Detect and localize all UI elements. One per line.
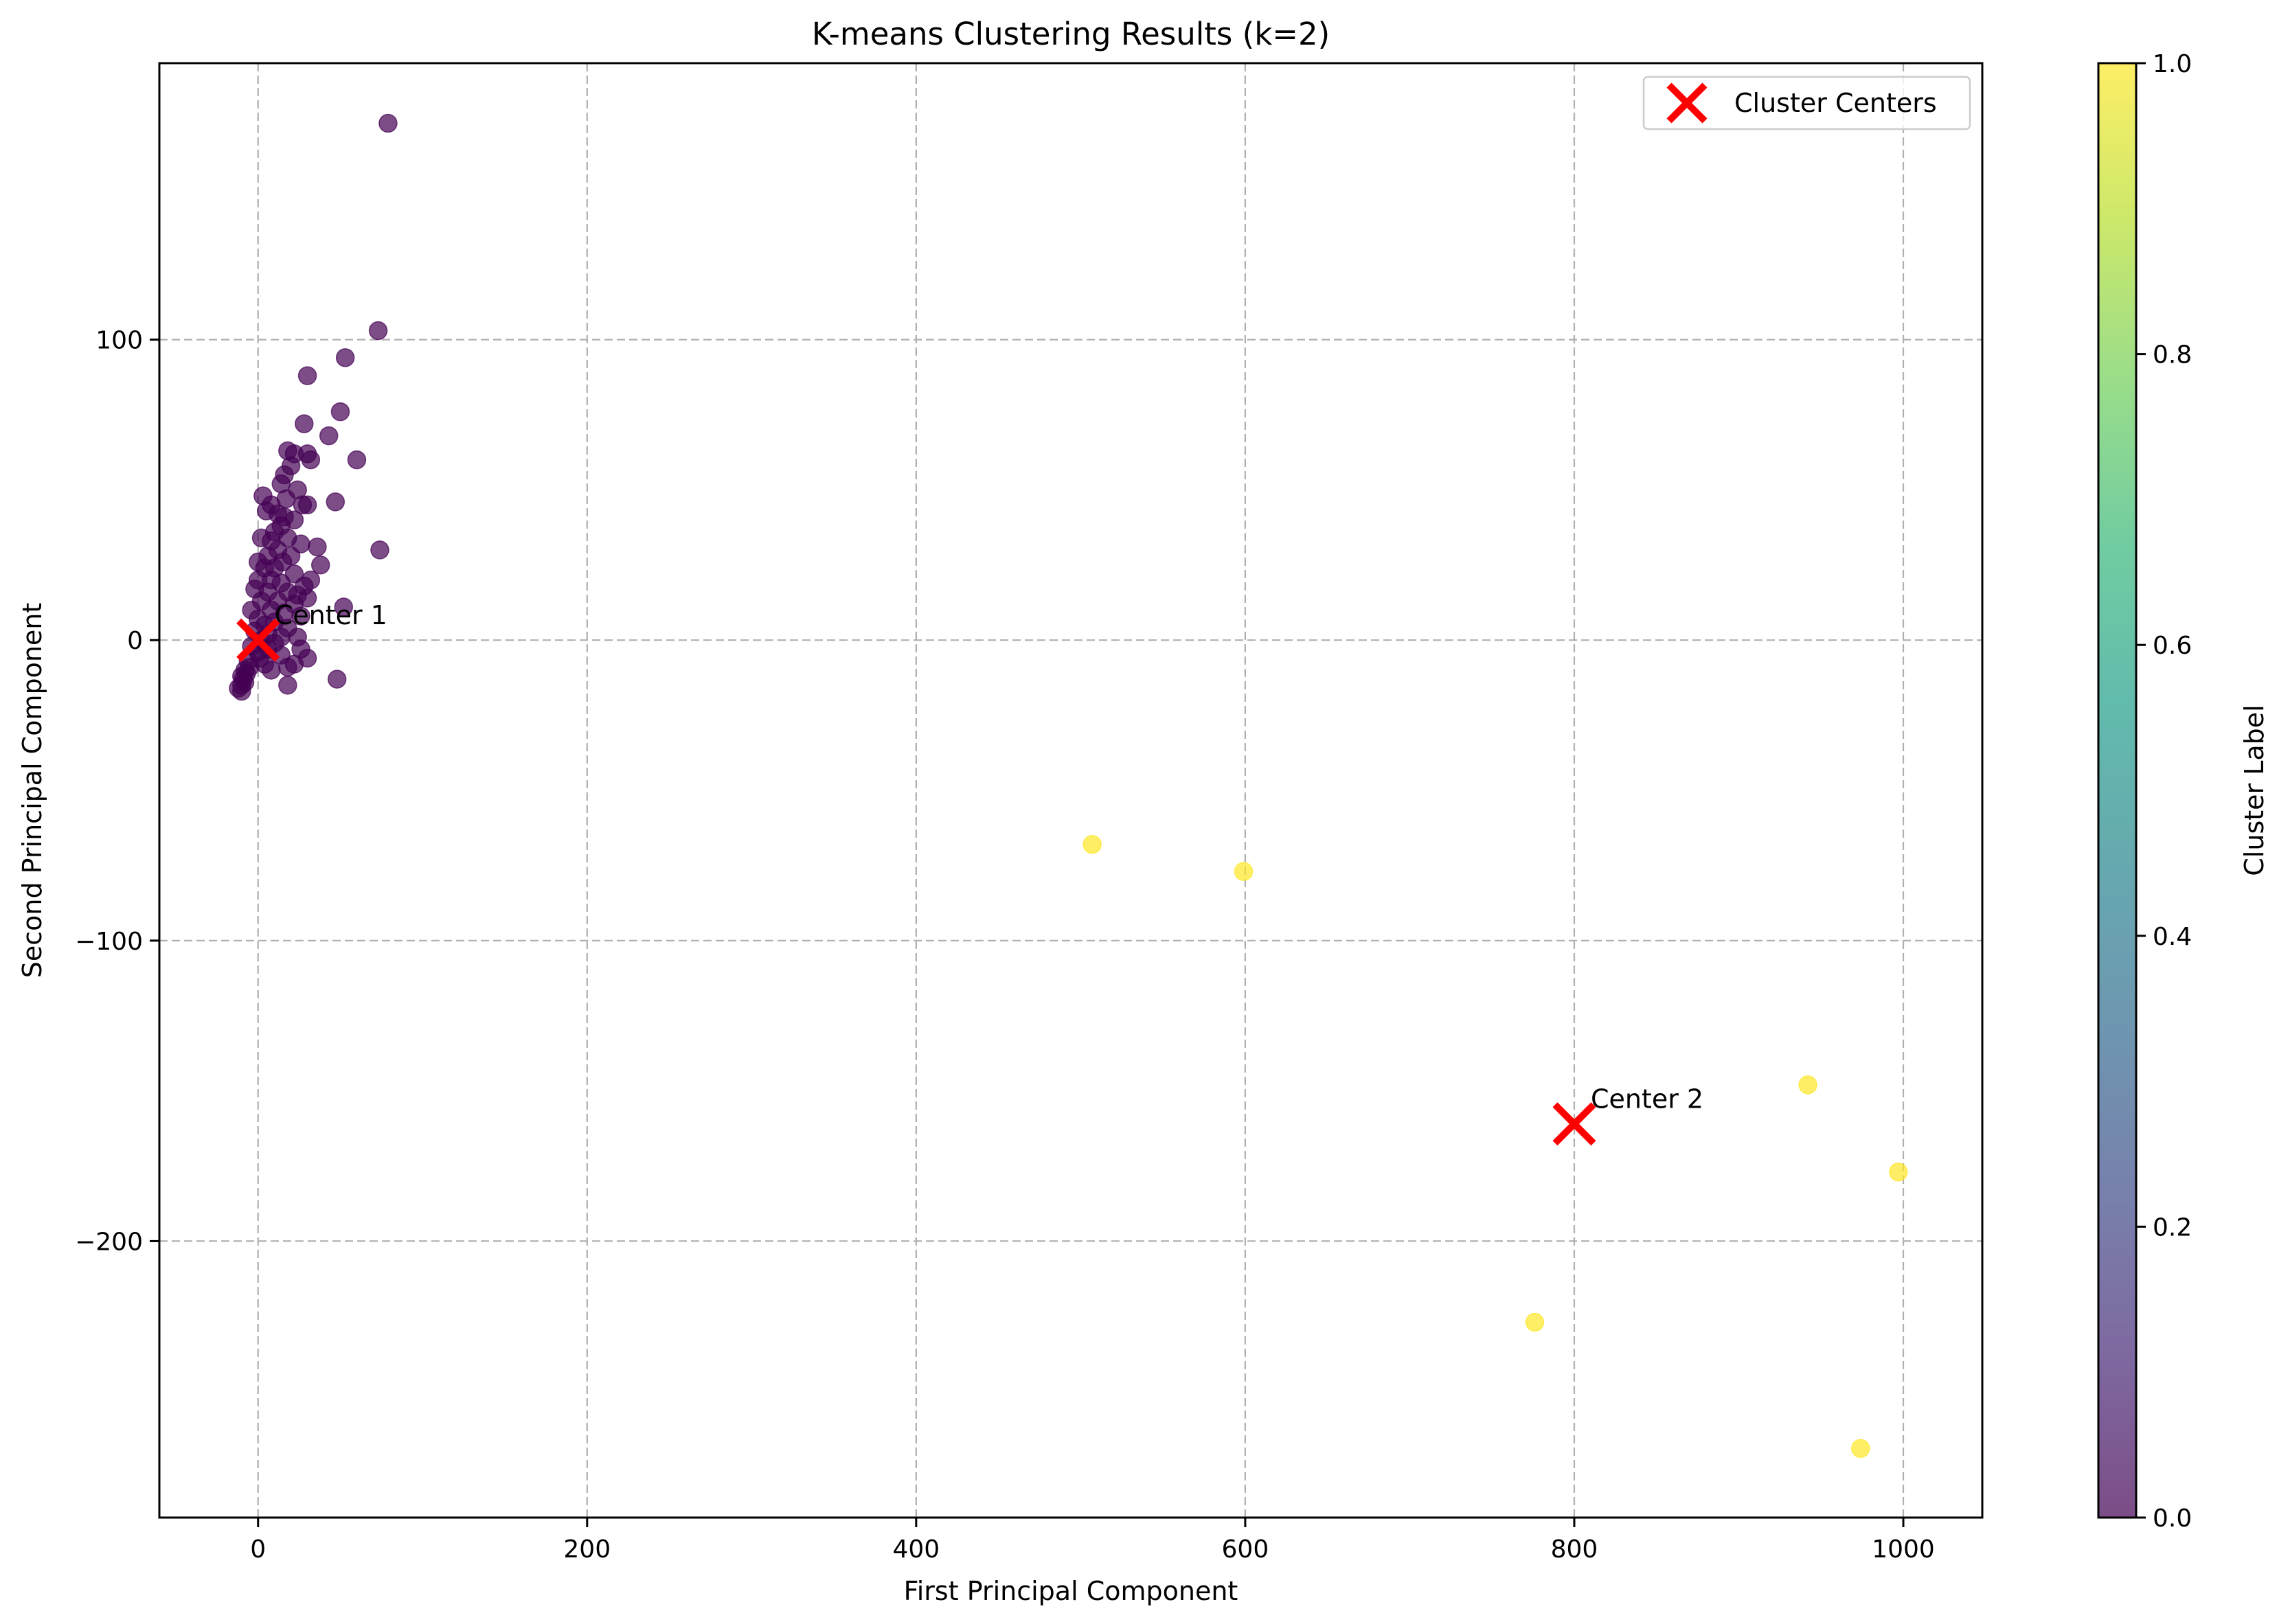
legend-box bbox=[1642, 76, 1971, 130]
cluster-0-point bbox=[278, 657, 297, 677]
colorbar-label: Cluster Label bbox=[2239, 705, 2269, 876]
colorbar-tick-label: 0.2 bbox=[2153, 1213, 2192, 1242]
plot-frame bbox=[158, 62, 1984, 1519]
cluster-0-point bbox=[278, 676, 297, 695]
center-x-stroke bbox=[236, 618, 280, 662]
center-annotation: Center 2 bbox=[1591, 1084, 1703, 1114]
cluster-0-point bbox=[347, 450, 367, 470]
cluster-center-marker bbox=[1552, 1102, 1596, 1146]
cluster-1-point bbox=[1798, 1075, 1817, 1095]
cluster-0-point bbox=[291, 606, 310, 626]
cluster-0-point bbox=[297, 366, 317, 385]
legend-x-stroke bbox=[1666, 82, 1708, 124]
cluster-1-point bbox=[1525, 1312, 1545, 1332]
legend: Cluster Centers bbox=[1642, 76, 1971, 130]
x-tick-label: 200 bbox=[563, 1535, 611, 1564]
cluster-0-point bbox=[319, 426, 339, 446]
x-tick-label: 600 bbox=[1222, 1535, 1269, 1564]
y-axis-label: Second Principal Component bbox=[17, 603, 47, 979]
cluster-1-point bbox=[1889, 1163, 1908, 1182]
cluster-0-point bbox=[301, 450, 321, 470]
cluster-0-point bbox=[295, 414, 314, 433]
x-tick-label: 0 bbox=[250, 1535, 266, 1564]
cluster-0-point bbox=[335, 348, 355, 367]
cluster-0-point bbox=[326, 492, 345, 512]
colorbar-tick-label: 1.0 bbox=[2153, 50, 2192, 78]
cluster-0-point bbox=[378, 113, 398, 133]
colorbar-ticks: 0.0 0.2 0.4 0.6 0.8 1.0 bbox=[2136, 50, 2192, 1533]
cluster-0-point bbox=[297, 495, 317, 515]
center-annotation: Center 1 bbox=[275, 600, 387, 630]
cluster-1-point bbox=[1234, 862, 1254, 881]
cluster-0-point bbox=[330, 402, 350, 422]
points-layer bbox=[229, 113, 1908, 1459]
centers-layer: Center 1 Center 2 bbox=[236, 600, 1703, 1146]
colorbar-tick-label: 0.4 bbox=[2153, 923, 2192, 951]
x-tick-label: 400 bbox=[892, 1535, 940, 1564]
cluster-0-point bbox=[250, 648, 269, 668]
y-tick-label: −200 bbox=[75, 1228, 143, 1256]
colorbar-tick-label: 0.8 bbox=[2153, 341, 2192, 369]
x-axis-ticks: 0 200 400 600 800 1000 bbox=[250, 1518, 1935, 1564]
cluster-1-point bbox=[1850, 1439, 1870, 1459]
cluster-center-marker bbox=[236, 618, 280, 662]
colorbar: 0.0 0.2 0.4 0.6 0.8 1.0 Cluster Label bbox=[2097, 50, 2269, 1533]
cluster-0-point bbox=[370, 540, 389, 560]
colorbar-tick-label: 0.6 bbox=[2153, 632, 2192, 660]
y-axis-ticks: −200 −100 0 100 bbox=[75, 327, 159, 1256]
cluster-0-point bbox=[310, 556, 330, 575]
grid-layer bbox=[159, 63, 1982, 1518]
cluster-0-point bbox=[334, 597, 354, 617]
cluster-1-point bbox=[1082, 835, 1102, 854]
y-tick-label: 100 bbox=[95, 327, 143, 355]
chart-title: K-means Clustering Results (k=2) bbox=[812, 16, 1330, 52]
cluster-0-point bbox=[368, 321, 388, 341]
y-tick-label: 0 bbox=[127, 627, 143, 655]
legend-label: Cluster Centers bbox=[1734, 88, 1937, 118]
colorbar-gradient bbox=[2097, 62, 2138, 1519]
legend-marker-x-icon bbox=[1666, 82, 1708, 124]
y-tick-label: −100 bbox=[75, 928, 143, 956]
cluster-0-point bbox=[308, 537, 327, 557]
x-tick-label: 1000 bbox=[1872, 1535, 1935, 1564]
center-x-stroke bbox=[1552, 1102, 1596, 1146]
x-axis-label: First Principal Component bbox=[904, 1576, 1238, 1606]
x-tick-label: 800 bbox=[1551, 1535, 1598, 1564]
cluster-0-point bbox=[327, 670, 347, 689]
colorbar-tick-label: 0.0 bbox=[2153, 1505, 2192, 1533]
